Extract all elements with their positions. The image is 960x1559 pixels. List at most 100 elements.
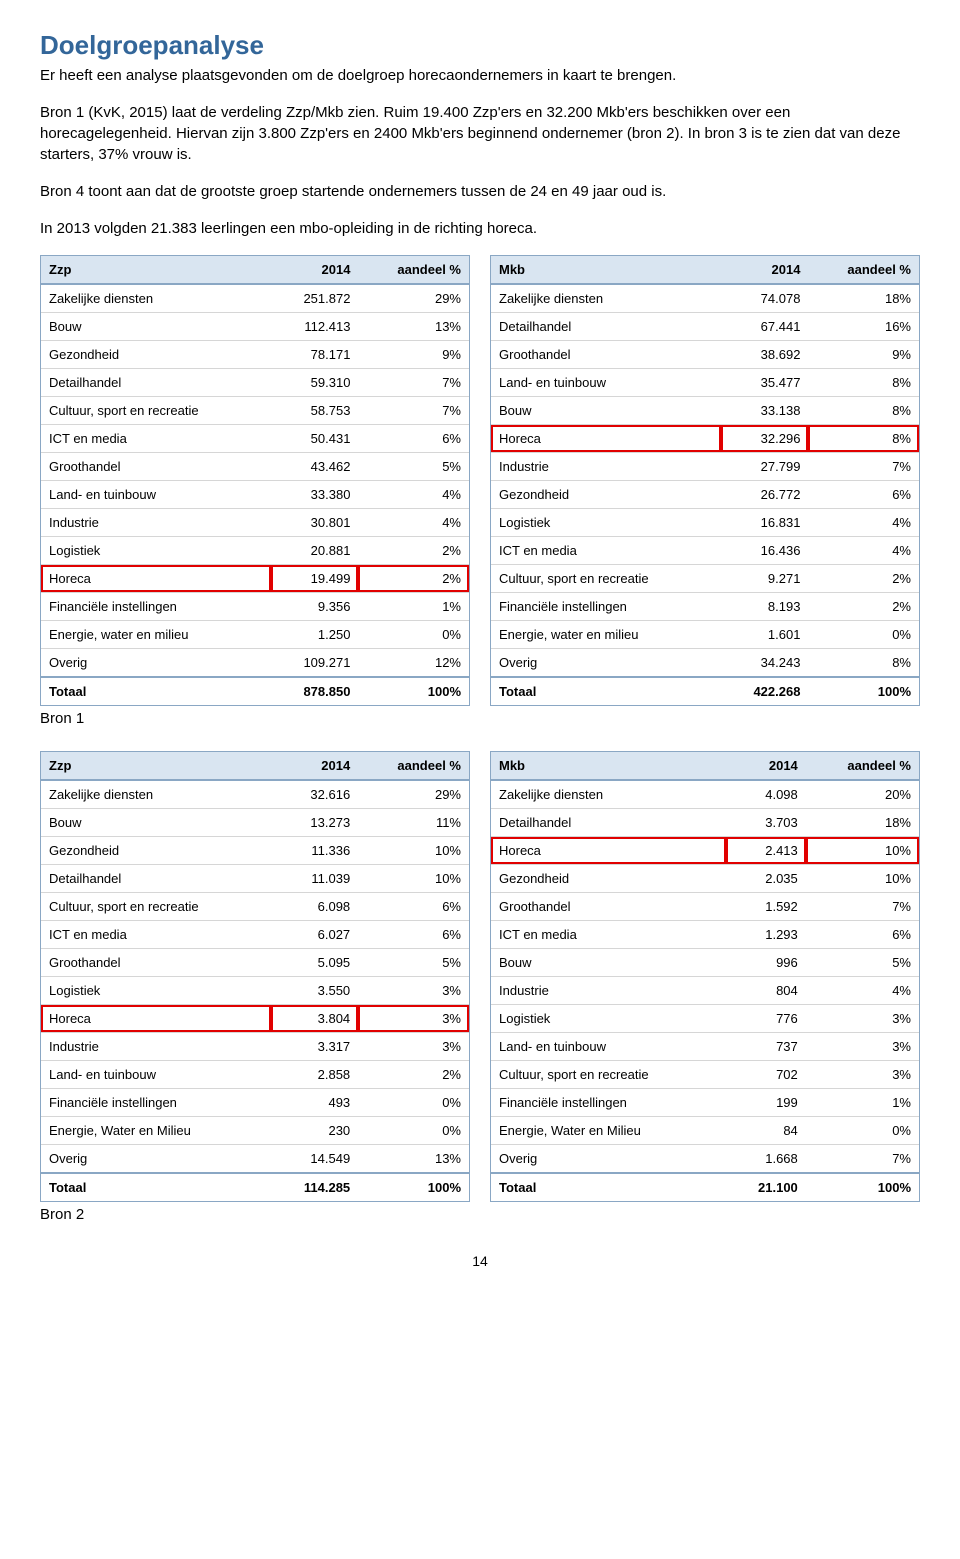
row-label: Groothandel <box>41 949 271 977</box>
table-row: Horeca2.41310% <box>491 837 919 865</box>
bron1-label: Bron 1 <box>40 710 920 727</box>
row-label: Horeca <box>491 425 721 453</box>
table-row: Logistiek7763% <box>491 1005 919 1033</box>
row-pct: 10% <box>358 865 469 893</box>
row-pct: 0% <box>806 1117 919 1145</box>
table-row: Industrie27.7997% <box>491 453 919 481</box>
table-row: Gezondheid26.7726% <box>491 481 919 509</box>
row-label: Overig <box>491 649 721 678</box>
row-pct: 9% <box>808 341 919 369</box>
table-row: Industrie8044% <box>491 977 919 1005</box>
table-row: Financiële instellingen9.3561% <box>41 593 469 621</box>
row-pct: 5% <box>358 949 469 977</box>
row-pct: 3% <box>358 977 469 1005</box>
row-pct: 11% <box>358 809 469 837</box>
row-pct: 8% <box>808 397 919 425</box>
row-label: Industrie <box>491 977 726 1005</box>
row-label: Energie, Water en Milieu <box>41 1117 271 1145</box>
row-value: 493 <box>271 1089 358 1117</box>
table-row: ICT en media16.4364% <box>491 537 919 565</box>
row-value: 59.310 <box>271 369 358 397</box>
row-value: 33.380 <box>271 481 358 509</box>
row-label: Land- en tuinbouw <box>491 369 721 397</box>
table-row: Zakelijke diensten74.07818% <box>491 284 919 313</box>
row-pct: 4% <box>808 509 919 537</box>
bron1-tables: Zzp 2014 aandeel % Zakelijke diensten251… <box>40 255 920 706</box>
row-value: 2.413 <box>726 837 805 865</box>
row-label: Overig <box>41 1145 271 1174</box>
row-label: Cultuur, sport en recreatie <box>41 893 271 921</box>
row-label: Detailhandel <box>41 865 271 893</box>
table-row: Detailhandel11.03910% <box>41 865 469 893</box>
table-row: Bouw9965% <box>491 949 919 977</box>
total-label: Totaal <box>491 677 721 705</box>
table-row: Financiële instellingen8.1932% <box>491 593 919 621</box>
row-value: 251.872 <box>271 284 358 313</box>
row-pct: 2% <box>358 537 469 565</box>
row-value: 2.858 <box>271 1061 358 1089</box>
table-row: Financiële instellingen4930% <box>41 1089 469 1117</box>
intro-paragraph-2: Bron 1 (KvK, 2015) laat de verdeling Zzp… <box>40 102 920 165</box>
table-row: Industrie3.3173% <box>41 1033 469 1061</box>
row-pct: 0% <box>358 1117 469 1145</box>
row-value: 9.271 <box>721 565 808 593</box>
col-header-pct: aandeel % <box>806 752 919 780</box>
total-label: Totaal <box>41 1173 271 1201</box>
bron2-tables: Zzp 2014 aandeel % Zakelijke diensten32.… <box>40 751 920 1202</box>
row-pct: 3% <box>358 1005 469 1033</box>
col-header-mkb: Mkb <box>491 752 726 780</box>
row-value: 19.499 <box>271 565 358 593</box>
row-pct: 0% <box>358 1089 469 1117</box>
row-value: 9.356 <box>271 593 358 621</box>
row-pct: 4% <box>808 537 919 565</box>
row-pct: 2% <box>808 565 919 593</box>
table-row: Zakelijke diensten4.09820% <box>491 780 919 809</box>
row-pct: 0% <box>808 621 919 649</box>
row-label: Gezondheid <box>41 341 271 369</box>
col-header-pct: aandeel % <box>808 256 919 284</box>
table-row: ICT en media6.0276% <box>41 921 469 949</box>
row-pct: 13% <box>358 313 469 341</box>
table-row: Energie, Water en Milieu2300% <box>41 1117 469 1145</box>
row-pct: 1% <box>806 1089 919 1117</box>
row-label: Cultuur, sport en recreatie <box>491 1061 726 1089</box>
row-value: 6.098 <box>271 893 358 921</box>
row-value: 1.250 <box>271 621 358 649</box>
row-pct: 1% <box>358 593 469 621</box>
table-row: Cultuur, sport en recreatie9.2712% <box>491 565 919 593</box>
row-pct: 7% <box>358 397 469 425</box>
row-pct: 10% <box>358 837 469 865</box>
row-label: Industrie <box>491 453 721 481</box>
col-header-year: 2014 <box>271 752 358 780</box>
total-value: 114.285 <box>271 1173 358 1201</box>
total-value: 422.268 <box>721 677 808 705</box>
row-pct: 4% <box>358 481 469 509</box>
row-value: 1.668 <box>726 1145 805 1174</box>
row-label: ICT en media <box>41 425 271 453</box>
row-label: Groothandel <box>491 341 721 369</box>
row-value: 34.243 <box>721 649 808 678</box>
row-value: 58.753 <box>271 397 358 425</box>
row-label: Land- en tuinbouw <box>41 481 271 509</box>
row-label: Gezondheid <box>491 865 726 893</box>
row-label: Horeca <box>491 837 726 865</box>
bron2-label: Bron 2 <box>40 1206 920 1223</box>
total-pct: 100% <box>358 677 469 705</box>
table-row: Industrie30.8014% <box>41 509 469 537</box>
row-value: 35.477 <box>721 369 808 397</box>
row-value: 4.098 <box>726 780 805 809</box>
bron1-mkb-table: Mkb 2014 aandeel % Zakelijke diensten74.… <box>490 255 920 706</box>
row-label: ICT en media <box>491 921 726 949</box>
total-pct: 100% <box>358 1173 469 1201</box>
row-pct: 5% <box>358 453 469 481</box>
row-value: 11.039 <box>271 865 358 893</box>
row-value: 199 <box>726 1089 805 1117</box>
row-value: 84 <box>726 1117 805 1145</box>
table-row-total: Totaal878.850100% <box>41 677 469 705</box>
row-label: Bouw <box>491 949 726 977</box>
row-value: 3.804 <box>271 1005 358 1033</box>
row-value: 38.692 <box>721 341 808 369</box>
row-pct: 9% <box>358 341 469 369</box>
row-value: 5.095 <box>271 949 358 977</box>
row-pct: 7% <box>358 369 469 397</box>
